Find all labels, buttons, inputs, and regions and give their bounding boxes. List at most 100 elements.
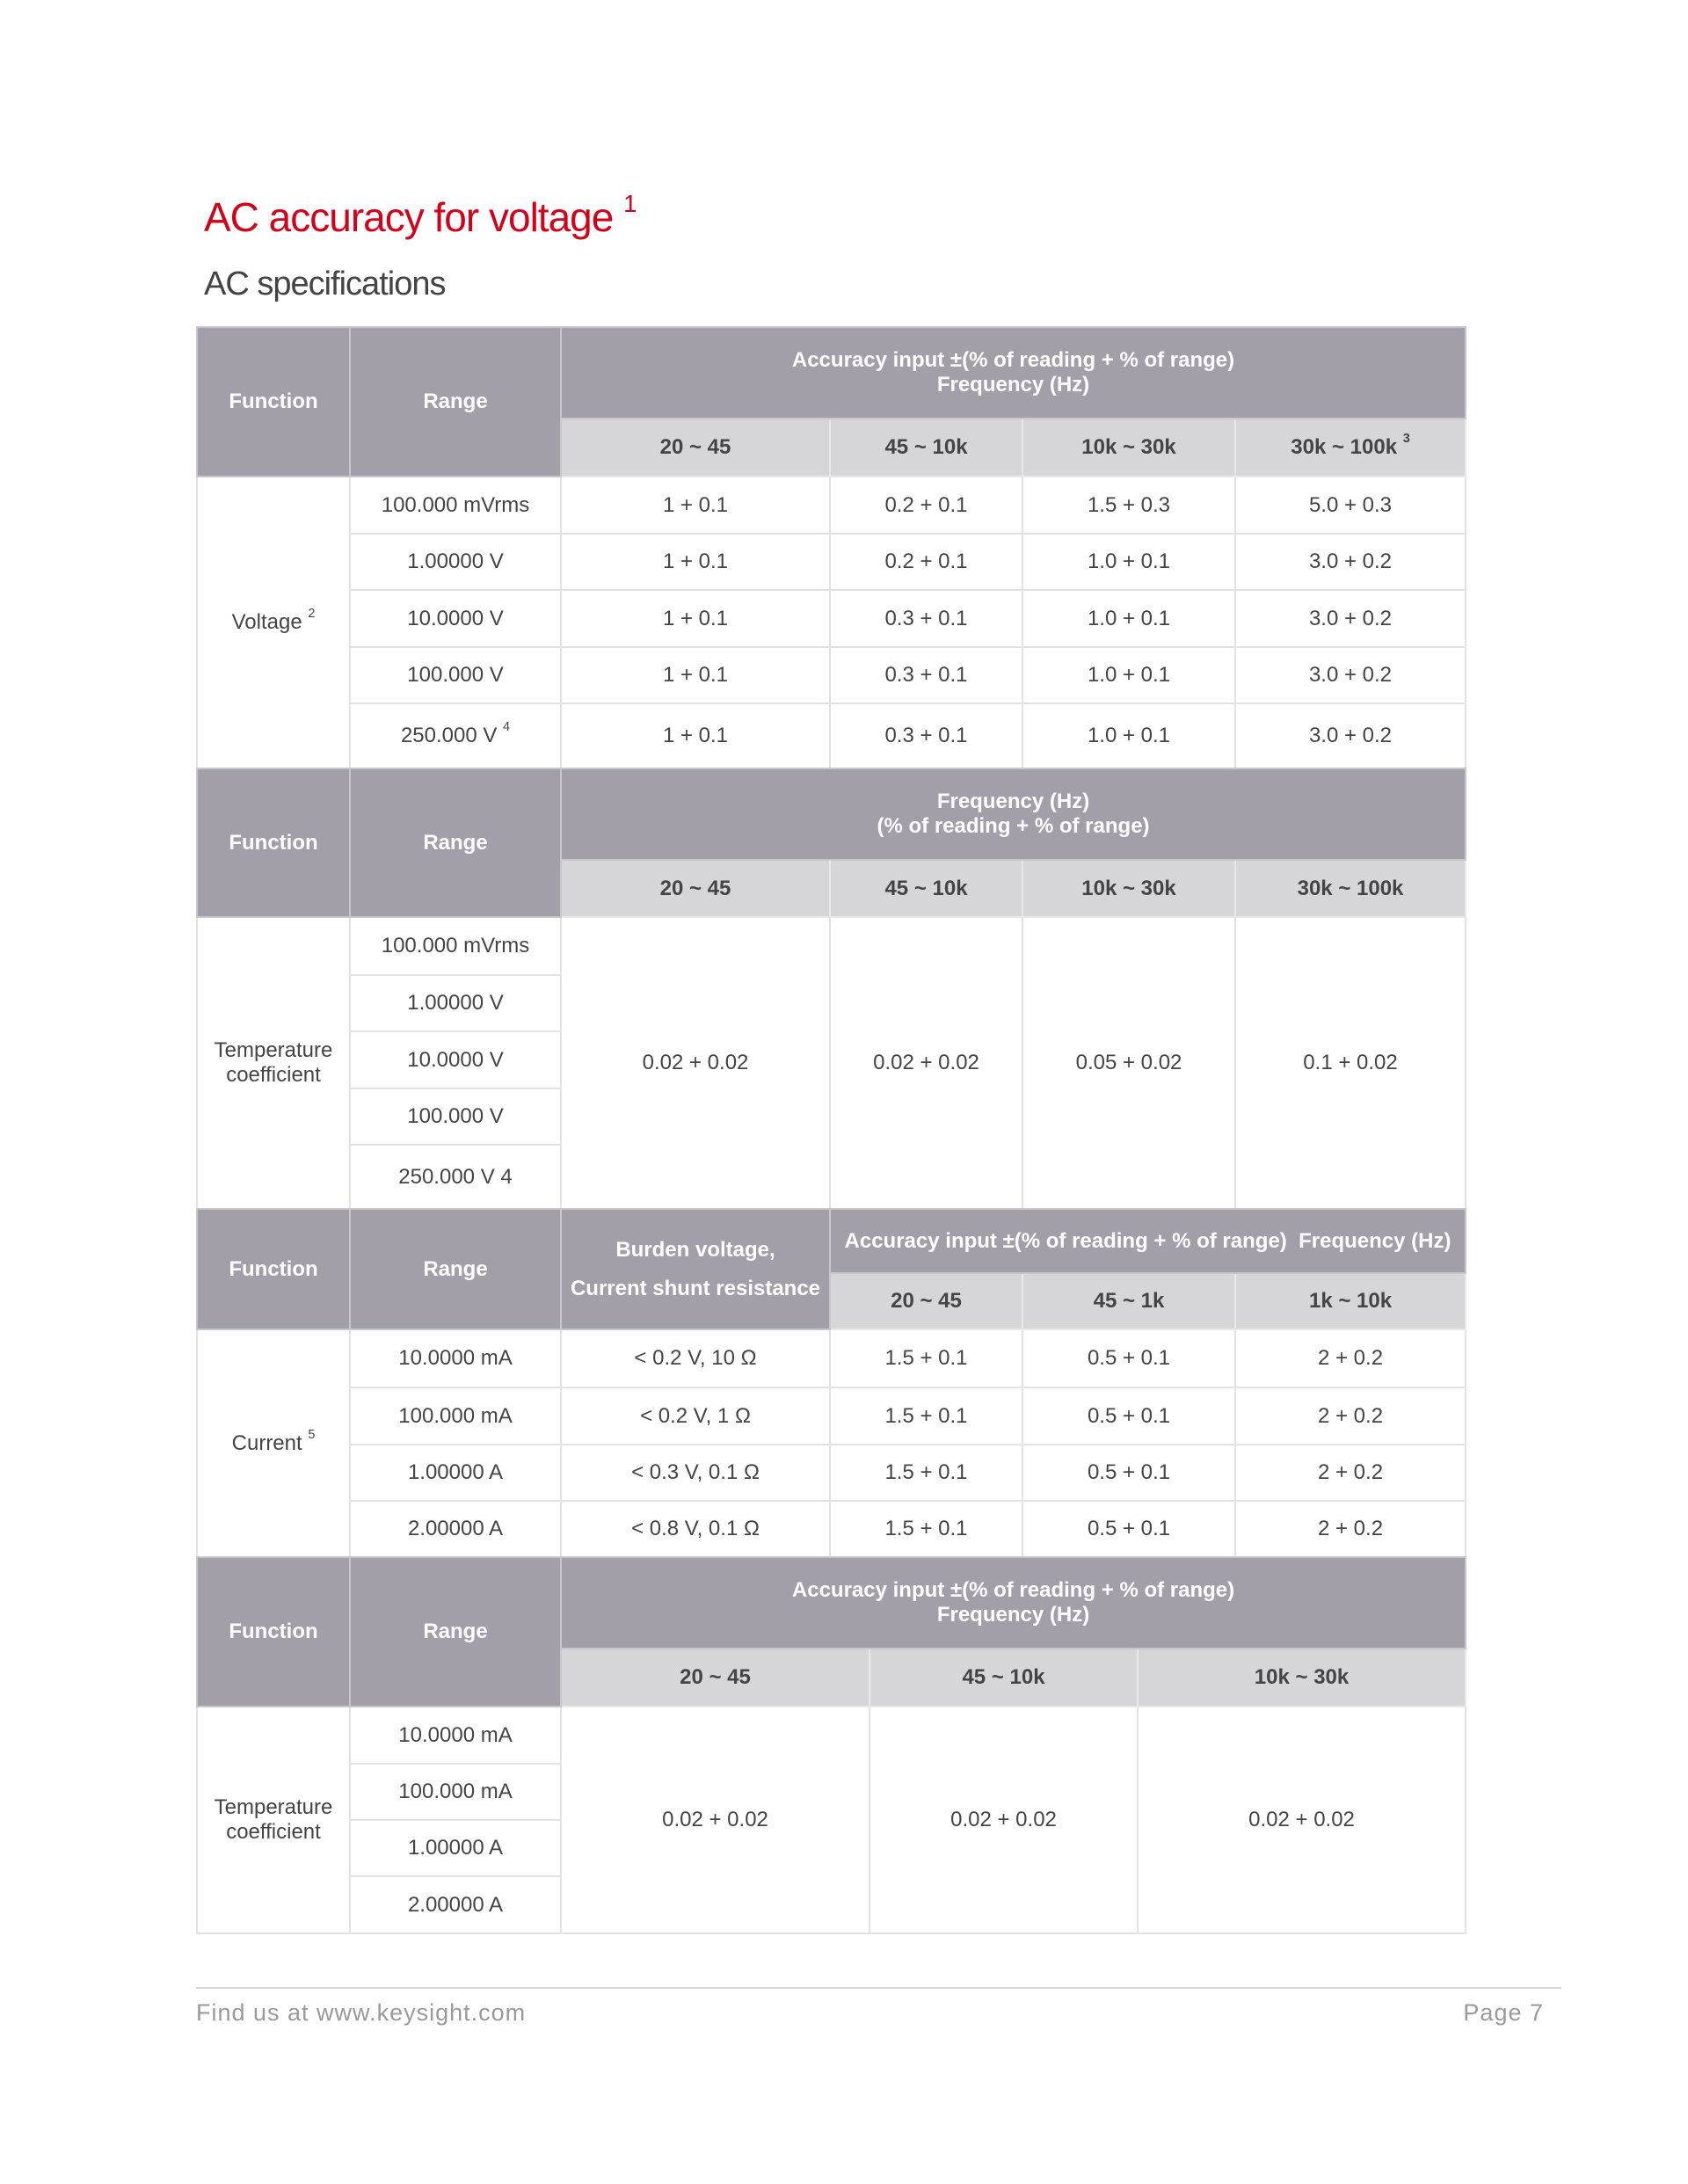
value-cell: 3.0 + 0.2 xyxy=(1234,589,1466,648)
range-cell: 10.0000 V xyxy=(349,1030,562,1089)
value-cell: 1 + 0.1 xyxy=(560,703,831,769)
header-range: Range xyxy=(349,1556,562,1707)
function-cell: Temperature coefficient xyxy=(196,1706,351,1934)
table-row: Temperature coefficient 100.000 mVrms 0.0… xyxy=(196,916,1467,1210)
range-cell: 1.00000 A xyxy=(349,1819,562,1877)
col-header: 1k ~ 10k xyxy=(1233,1272,1467,1330)
footer-website-link[interactable]: Find us at www.keysight.com xyxy=(196,1999,527,2026)
header-frequency: Frequency (Hz) (% of reading + % of range… xyxy=(559,768,1467,861)
range-cell: 250.000 V 4 xyxy=(349,703,562,769)
value-cell: 0.2 + 0.1 xyxy=(829,476,1023,535)
range-cell: 250.000 V 4 xyxy=(349,1144,562,1210)
col-header: 20 ~ 45 xyxy=(560,418,831,477)
value-cell: 1 + 0.1 xyxy=(560,533,831,591)
function-cell: Voltage 2 xyxy=(196,476,351,769)
col-header: 20 ~ 45 xyxy=(560,859,831,918)
value-cell: 0.5 + 0.1 xyxy=(1022,1329,1236,1388)
col-header: 10k ~ 30k xyxy=(1022,859,1236,918)
col-header: 20 ~ 45 xyxy=(829,1272,1023,1330)
burden-cell: < 0.3 V, 0.1 Ω xyxy=(560,1444,831,1502)
col-header: 10k ~ 30k xyxy=(1022,418,1236,477)
page-title: AC accuracy for voltage 1 xyxy=(204,190,637,240)
current-accuracy-table: Function Range Burden voltage, Current sh… xyxy=(196,1208,1467,1558)
range-cell: 1.00000 A xyxy=(349,1444,562,1502)
value-cell: 1.5 + 0.1 xyxy=(829,1387,1023,1445)
footer-divider xyxy=(196,1987,1561,1989)
value-cell: 0.2 + 0.1 xyxy=(829,533,1023,591)
range-cell: 1.00000 V xyxy=(349,974,562,1032)
value-cell: 0.3 + 0.1 xyxy=(829,646,1023,704)
burden-cell: < 0.2 V, 10 Ω xyxy=(560,1329,831,1388)
header-range: Range xyxy=(349,768,562,918)
page-number: Page 7 xyxy=(1463,1999,1544,2026)
col-header: 45 ~ 1k xyxy=(1022,1272,1236,1330)
header-accuracy: Accuracy input ±(% of reading + % of ran… xyxy=(559,1556,1467,1649)
header-accuracy: Accuracy input ±(% of reading + % of ran… xyxy=(828,1208,1467,1274)
value-cell: 0.02 + 0.02 xyxy=(829,916,1023,1210)
value-cell: 0.5 + 0.1 xyxy=(1022,1444,1236,1502)
value-cell: 0.5 + 0.1 xyxy=(1022,1387,1236,1445)
table-row: Voltage 2 100.000 mVrms 1 + 0.1 0.2 + 0.1 1… xyxy=(196,476,1466,769)
value-cell: 1.5 + 0.3 xyxy=(1022,476,1236,535)
value-cell: 3.0 + 0.2 xyxy=(1234,533,1466,591)
value-cell: 1.0 + 0.1 xyxy=(1022,589,1236,648)
range-cell: 10.0000 mA xyxy=(349,1706,562,1765)
header-accuracy: Accuracy input ±(% of reading + % of ran… xyxy=(560,326,1466,419)
value-cell: 1.5 + 0.1 xyxy=(829,1444,1023,1502)
burden-cell: < 0.8 V, 0.1 Ω xyxy=(560,1500,831,1558)
function-cell: Current 5 xyxy=(196,1329,351,1558)
voltage-accuracy-table: Function Range Accuracy input ±(% of rea… xyxy=(196,326,1466,769)
range-cell: 2.00000 A xyxy=(349,1500,562,1558)
col-header: 45 ~ 10k xyxy=(869,1648,1139,1707)
value-cell: 2 + 0.2 xyxy=(1233,1444,1467,1502)
value-cell: 0.3 + 0.1 xyxy=(829,589,1023,648)
value-cell: 3.0 + 0.2 xyxy=(1234,703,1466,769)
value-cell: 0.02 + 0.02 xyxy=(1136,1706,1467,1934)
col-header: 45 ~ 10k xyxy=(829,418,1023,477)
header-range: Range xyxy=(349,326,562,477)
value-cell: 0.3 + 0.1 xyxy=(829,703,1023,769)
voltage-temperature-coefficient-table: Function Range Frequency (Hz) (% of readi… xyxy=(196,768,1467,1210)
range-cell: 100.000 mA xyxy=(349,1763,562,1821)
table-row: 1.00000 A < 0.3 V, 0.1 Ω 1.5 + 0.1 0.5 + 0.… xyxy=(197,1444,1467,1502)
header-function: Function xyxy=(196,1208,351,1330)
table-row: 100.000 mA < 0.2 V, 1 Ω 1.5 + 0.1 0.5 + 0.1… xyxy=(197,1387,1467,1445)
header-burden-voltage: Burden voltage, Current shunt resistance xyxy=(560,1208,831,1330)
table-row: 2.00000 A < 0.8 V, 0.1 Ω 1.5 + 0.1 0.5 + 0.… xyxy=(197,1500,1467,1558)
range-cell: 1.00000 V xyxy=(349,533,562,591)
value-cell: 0.05 + 0.02 xyxy=(1022,916,1236,1210)
value-cell: 2 + 0.2 xyxy=(1233,1329,1467,1388)
range-cell: 2.00000 A xyxy=(349,1875,562,1934)
col-header: 30k ~ 100k xyxy=(1233,859,1467,918)
col-header: 10k ~ 30k xyxy=(1136,1648,1467,1707)
function-cell: Temperature coefficient xyxy=(196,916,351,1210)
range-cell: 100.000 mVrms xyxy=(349,476,562,535)
value-cell: 0.02 + 0.02 xyxy=(560,1706,870,1934)
value-cell: 1.5 + 0.1 xyxy=(829,1329,1023,1388)
header-function: Function xyxy=(196,768,351,918)
value-cell: 0.02 + 0.02 xyxy=(560,916,831,1210)
table-row: Current 5 10.0000 mA < 0.2 V, 10 Ω 1.5 + 0… xyxy=(196,1329,1467,1558)
header-function: Function xyxy=(196,1556,351,1707)
header-range: Range xyxy=(349,1208,562,1330)
value-cell: 0.5 + 0.1 xyxy=(1022,1500,1236,1558)
value-cell: 1.0 + 0.1 xyxy=(1022,703,1236,769)
range-cell: 10.0000 mA xyxy=(349,1329,562,1388)
burden-cell: < 0.2 V, 1 Ω xyxy=(560,1387,831,1445)
value-cell: 1.0 + 0.1 xyxy=(1022,533,1236,591)
range-cell: 10.0000 V xyxy=(349,589,562,648)
current-temperature-coefficient-table: Function Range Accuracy input ±(% of rea… xyxy=(196,1556,1467,1934)
col-header: 45 ~ 10k xyxy=(829,859,1023,918)
value-cell: 1 + 0.1 xyxy=(560,476,831,535)
value-cell: 2 + 0.2 xyxy=(1233,1387,1467,1445)
range-cell: 100.000 V xyxy=(349,646,562,704)
col-header: 20 ~ 45 xyxy=(560,1648,870,1707)
value-cell: 2 + 0.2 xyxy=(1233,1500,1467,1558)
range-cell: 100.000 mVrms xyxy=(349,916,562,976)
range-cell: 100.000 V xyxy=(349,1088,562,1146)
value-cell: 1.0 + 0.1 xyxy=(1022,646,1236,704)
